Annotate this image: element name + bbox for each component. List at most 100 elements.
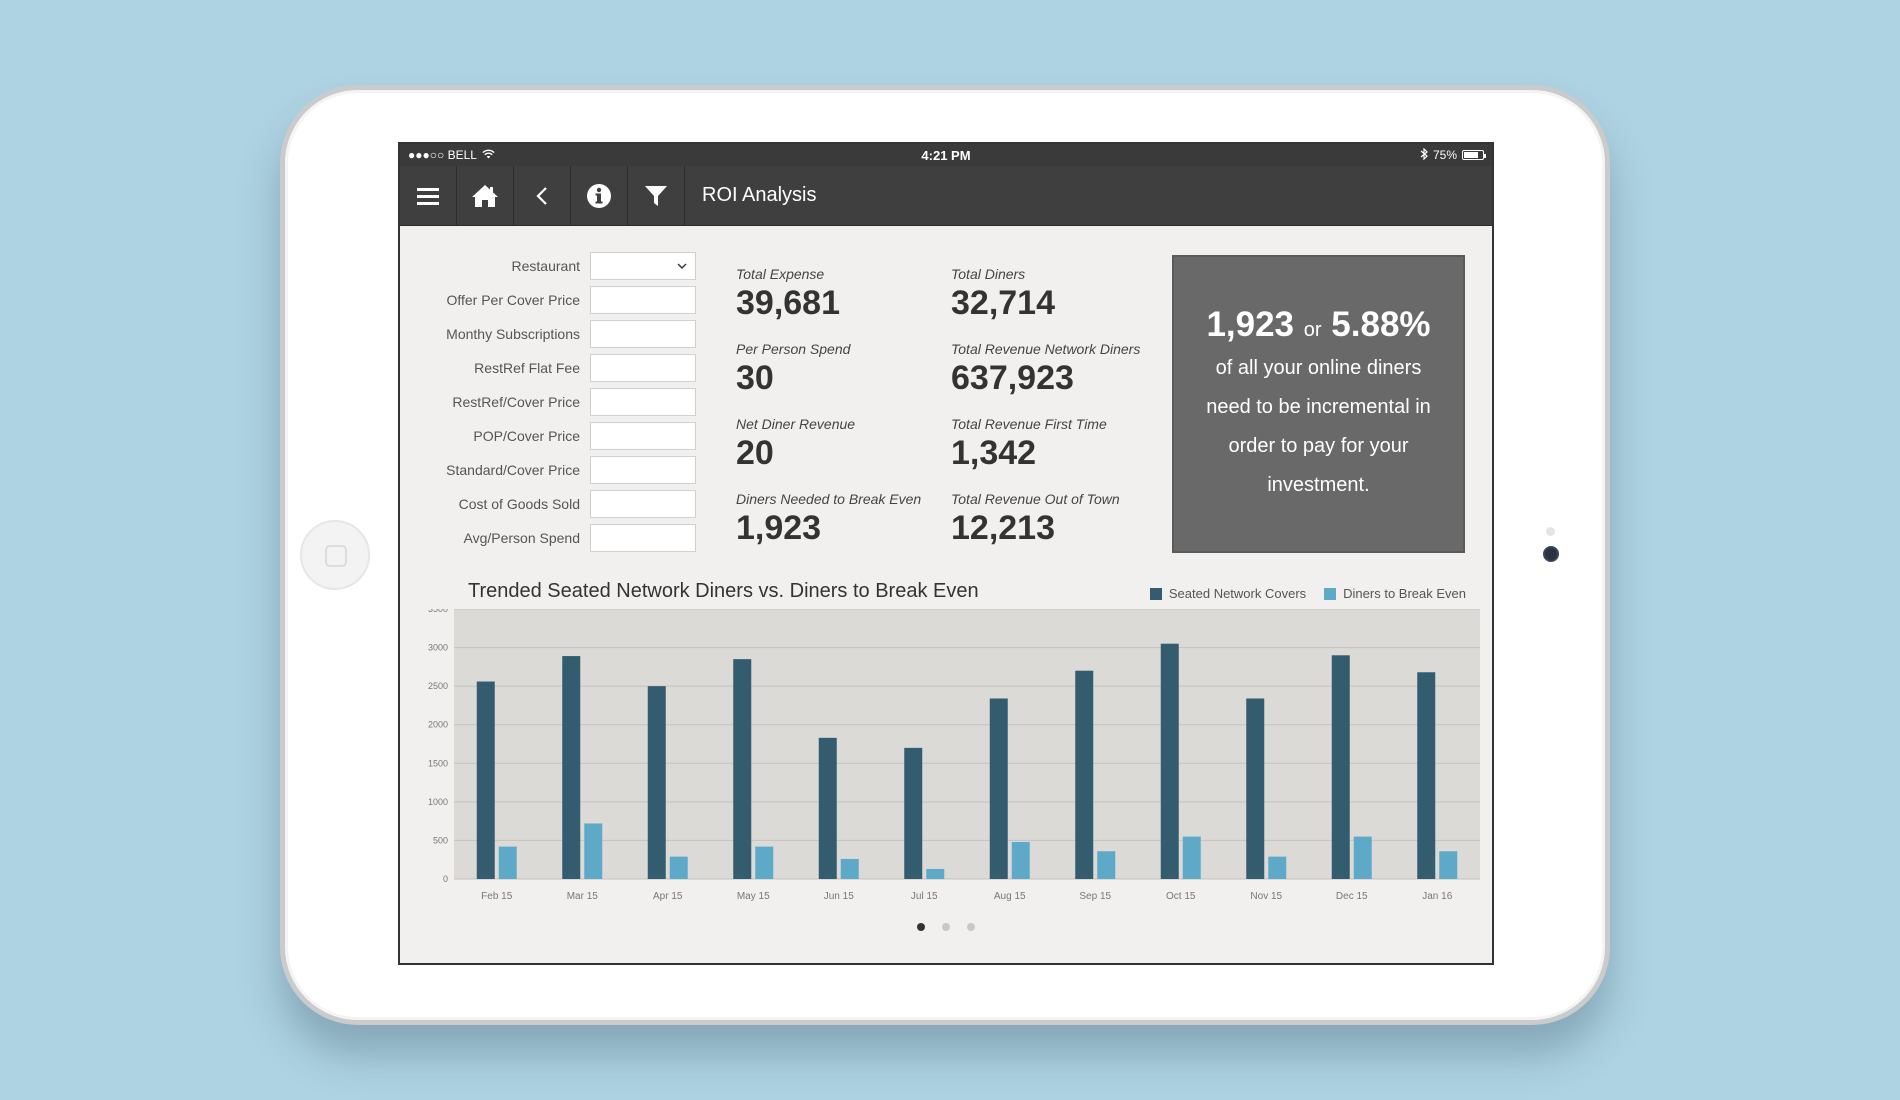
restref-cover-price-input[interactable] [590, 388, 696, 416]
y-tick-label: 3000 [428, 643, 448, 653]
metric-diners-break-even: Diners Needed to Break Even 1,923 [736, 491, 921, 548]
callout-headline: 1,923 or 5.88% [1174, 305, 1463, 345]
metric-total-revenue-first-time: Total Revenue First Time 1,342 [951, 416, 1107, 473]
metric-label: Total Expense [736, 266, 825, 282]
page-indicator [400, 923, 1492, 931]
callout-line: investment. [1267, 474, 1370, 496]
metric-label: Total Diners [951, 266, 1026, 282]
avg-person-spend-input[interactable] [590, 524, 696, 552]
form-row-pop-cover-price: POP/Cover Price [400, 422, 700, 450]
metric-total-revenue-out-of-town: Total Revenue Out of Town 12,213 [951, 491, 1120, 548]
y-tick-label: 1500 [428, 758, 448, 768]
callout-line: need to be incremental in [1206, 396, 1431, 418]
page-dot[interactable] [967, 923, 975, 931]
bar-seated-covers [733, 659, 752, 879]
y-tick-label: 3500 [428, 609, 448, 614]
y-tick-label: 2500 [428, 681, 448, 691]
bar-break-even [1097, 851, 1116, 879]
break-even-callout: 1,923 or 5.88% of all your online diners… [1172, 255, 1465, 553]
metric-value: 39,681 [736, 284, 840, 322]
menu-icon [417, 187, 439, 205]
bar-break-even [926, 868, 945, 879]
form-row-restaurant: Restaurant [400, 252, 700, 280]
metric-value: 1,342 [951, 434, 1037, 472]
bar-seated-covers [1246, 698, 1265, 879]
cost-of-goods-input[interactable] [590, 490, 696, 518]
status-bar: ●●●○○ BELL 4:21 PM 75% [400, 144, 1492, 166]
filter-button[interactable] [628, 166, 685, 225]
callout-or: or [1303, 319, 1322, 341]
front-camera [1543, 546, 1559, 562]
pop-cover-price-input[interactable] [590, 422, 696, 450]
x-tick-label: Jun 15 [824, 891, 854, 902]
legend-swatch [1324, 587, 1337, 600]
chart-legend: Seated Network Covers Diners to Break Ev… [1149, 586, 1466, 601]
battery-icon [1462, 150, 1486, 160]
x-tick-label: Mar 15 [567, 891, 599, 902]
page-dot[interactable] [942, 923, 950, 931]
metric-label: Total Revenue Out of Town [951, 491, 1120, 507]
legend-swatch [1149, 587, 1162, 600]
info-button[interactable] [571, 166, 628, 225]
bar-break-even [755, 846, 774, 879]
form-row-cost-of-goods: Cost of Goods Sold [400, 490, 700, 518]
battery-percent: 75% [1432, 148, 1457, 162]
x-tick-label: Feb 15 [481, 891, 513, 902]
form-row-offer-per-cover: Offer Per Cover Price [400, 286, 700, 314]
metric-total-revenue-network: Total Revenue Network Diners 637,923 [951, 341, 1140, 398]
metric-value: 12,213 [951, 509, 1055, 547]
metric-label: Total Revenue First Time [951, 416, 1107, 432]
restref-cover-price-label: RestRef/Cover Price [452, 394, 580, 410]
menu-button[interactable] [400, 166, 457, 225]
y-tick-label: 500 [433, 835, 448, 845]
bar-seated-covers [647, 686, 666, 879]
callout-line: order to pay for your [1228, 435, 1409, 457]
back-button[interactable] [514, 166, 571, 225]
y-tick-label: 2000 [428, 720, 448, 730]
restaurant-label: Restaurant [511, 258, 580, 274]
bar-break-even [669, 856, 688, 879]
metric-value: 30 [736, 359, 774, 397]
bar-seated-covers [1075, 670, 1094, 879]
home-nav-button[interactable] [457, 166, 514, 225]
y-tick-label: 0 [443, 874, 448, 884]
x-tick-label: Aug 15 [994, 891, 1026, 902]
back-icon [536, 186, 547, 205]
form-row-restref-flat-fee: RestRef Flat Fee [400, 354, 700, 382]
restref-flat-fee-label: RestRef Flat Fee [474, 360, 580, 376]
metric-label: Per Person Spend [736, 341, 851, 357]
home-icon [472, 184, 498, 207]
monthly-subscriptions-input[interactable] [590, 320, 696, 348]
form-row-restref-cover-price: RestRef/Cover Price [400, 388, 700, 416]
metric-label: Net Diner Revenue [736, 416, 856, 432]
metric-total-expense: Total Expense 39,681 [736, 266, 840, 323]
bar-seated-covers [818, 737, 837, 879]
page-dot[interactable] [917, 923, 925, 931]
bar-break-even [1268, 856, 1287, 879]
callout-line: of all your online diners [1215, 357, 1422, 379]
restref-flat-fee-input[interactable] [590, 354, 696, 382]
filter-icon [645, 185, 667, 206]
x-tick-label: Sep 15 [1079, 891, 1111, 902]
restaurant-select[interactable] [590, 252, 696, 280]
metric-value: 32,714 [951, 284, 1055, 322]
avg-person-spend-label: Avg/Person Spend [463, 530, 581, 546]
bar-break-even [840, 858, 859, 879]
home-button[interactable] [300, 520, 370, 590]
x-tick-label: Jan 16 [1422, 891, 1452, 902]
metric-label: Total Revenue Network Diners [951, 341, 1141, 357]
bar-seated-covers [476, 681, 495, 879]
legend-item-break-even: Diners to Break Even [1324, 586, 1466, 601]
y-tick-label: 1000 [428, 797, 448, 807]
standard-cover-price-input[interactable] [590, 456, 696, 484]
bar-break-even [1182, 836, 1201, 879]
bar-seated-covers [904, 747, 923, 879]
legend-label: Seated Network Covers [1168, 586, 1307, 601]
standard-cover-price-label: Standard/Cover Price [446, 462, 580, 478]
legend-label: Diners to Break Even [1343, 586, 1466, 601]
metric-label: Diners Needed to Break Even [736, 491, 922, 507]
app-toolbar: ROI Analysis [400, 166, 1492, 226]
bar-chart: 0 500 1000 1500 2000 2500 3000 3500 Feb 15 Mar 15… [428, 609, 1480, 902]
offer-per-cover-input[interactable] [590, 286, 696, 314]
bar-break-even [1439, 851, 1458, 879]
